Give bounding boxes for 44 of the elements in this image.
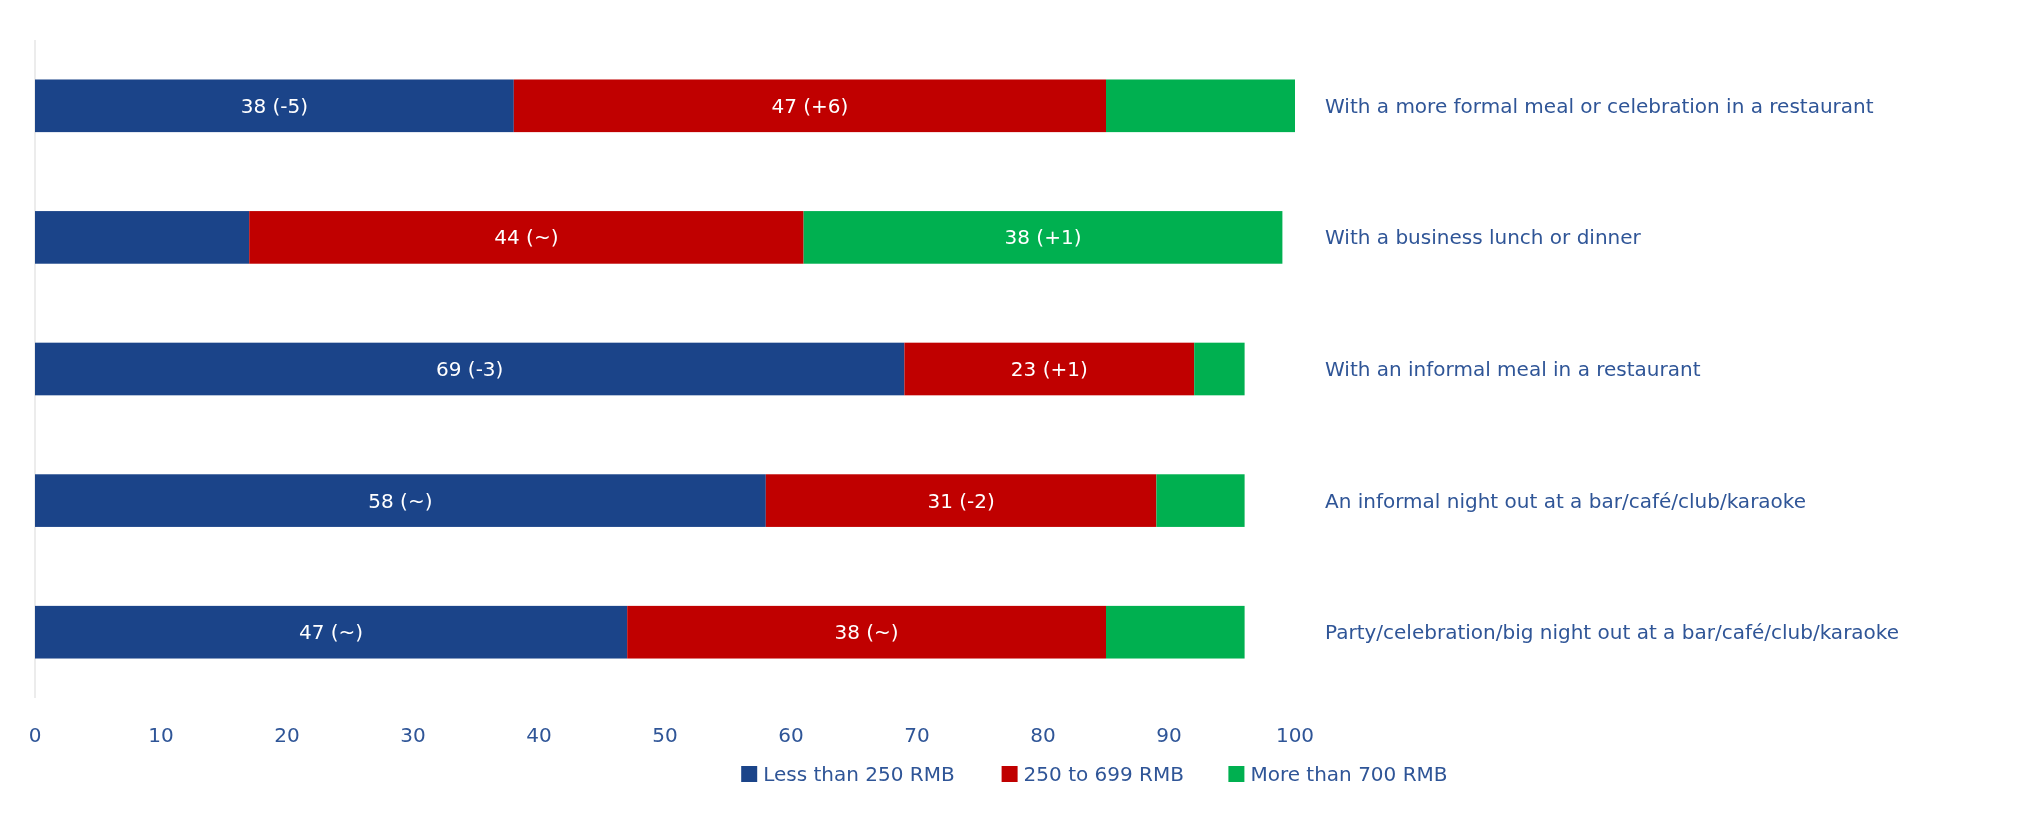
x-tick-label: 50 xyxy=(652,723,678,747)
bar xyxy=(35,79,514,133)
data-label: 58 (~) xyxy=(368,488,433,513)
bar xyxy=(35,474,766,527)
data-label: 31 (-2) xyxy=(927,488,995,513)
data-label: 38 (~) xyxy=(834,620,899,645)
y-tick-label: An informal night out at a bar/café/club/karaoke xyxy=(1325,488,1807,513)
x-tick-label: 0 xyxy=(28,723,42,747)
x-tick-label: 80 xyxy=(1030,723,1056,747)
bar xyxy=(803,211,1283,264)
bar xyxy=(35,211,250,264)
data-label: 23 (+1) xyxy=(1010,357,1088,381)
data-label: 44 (~) xyxy=(494,225,559,250)
y-tick-label: With a more formal meal or celebration in a restaurant xyxy=(1325,93,1874,118)
bar xyxy=(35,342,905,396)
bar xyxy=(35,605,628,659)
data-label: 47 (~) xyxy=(299,620,364,645)
x-tick-label: 100 xyxy=(1275,723,1315,747)
bar xyxy=(904,342,1195,396)
data-label: 47 (+6) xyxy=(771,93,849,118)
x-tick-label: 70 xyxy=(904,723,930,747)
data-label: 38 (-5) xyxy=(240,93,309,118)
legend-label: Less than 250 RMB xyxy=(763,762,955,786)
bar xyxy=(627,605,1106,659)
legend-label: 250 to 699 RMB xyxy=(1023,762,1184,786)
x-tick-label: 20 xyxy=(274,723,300,747)
bar xyxy=(513,79,1106,133)
bar xyxy=(1106,79,1295,133)
y-tick-label: Party/celebration/big night out at a bar/café/club/karaoke xyxy=(1325,620,1900,645)
data-label: 38 (+1) xyxy=(1004,225,1082,250)
bar xyxy=(1194,342,1245,396)
x-tick-label: 40 xyxy=(526,723,552,747)
bar xyxy=(765,474,1157,527)
y-tick-label: With a business lunch or dinner xyxy=(1325,225,1642,250)
bar xyxy=(1156,474,1245,527)
bar xyxy=(249,211,804,264)
y-tick-label: With an informal meal in a restaurant xyxy=(1325,357,1701,381)
data-label: 69 (-3) xyxy=(436,357,504,381)
x-tick-label: 90 xyxy=(1156,723,1182,747)
x-tick-label: 10 xyxy=(148,723,174,747)
x-tick-label: 60 xyxy=(778,723,804,747)
legend-label: More than 700 RMB xyxy=(1250,762,1448,786)
bar xyxy=(1106,605,1245,659)
x-tick-label: 30 xyxy=(400,723,426,747)
